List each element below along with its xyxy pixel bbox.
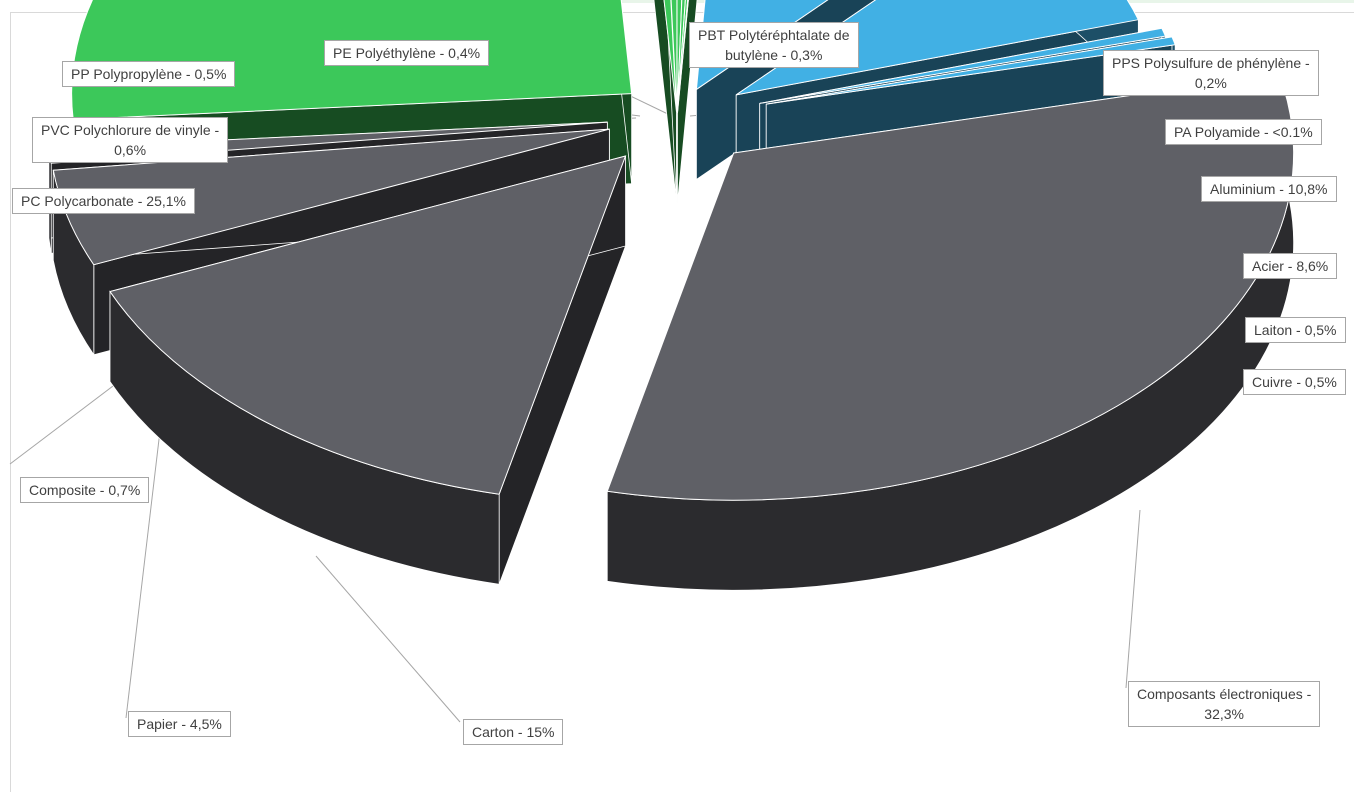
- label-composants-line1: Composants électroniques -: [1137, 686, 1312, 702]
- slice-top-13: [663, 0, 677, 112]
- pie-slice-9: [109, 155, 627, 585]
- leader-line-12: [315, 555, 461, 723]
- label-acier: Acier - 8,6%: [1243, 253, 1338, 279]
- slice-top-3: [676, 0, 689, 114]
- label-cuivre: Cuivre - 0,5%: [1243, 369, 1346, 395]
- slice-top-5: [735, 0, 1140, 96]
- slice-top-9: [109, 155, 627, 495]
- label-pps-line1: PPS Polysulfure de phénylène -: [1112, 55, 1310, 71]
- label-papier: Papier - 4,5%: [128, 711, 231, 737]
- label-pbt-line2: butylène - 0,3%: [725, 47, 823, 63]
- pie-chart-3d: [9, 0, 1295, 723]
- label-pps: PPS Polysulfure de phénylène - 0,2%: [1103, 50, 1319, 96]
- label-composite: Composite - 0,7%: [20, 477, 150, 503]
- slice-wall-13-1: [665, 0, 677, 202]
- label-pps-line2: 0,2%: [1194, 75, 1227, 91]
- label-laiton: Laiton - 0,5%: [1245, 317, 1346, 343]
- label-pe: PE Polyéthylène - 0,4%: [324, 40, 490, 66]
- slice-top-8: [606, 73, 1295, 501]
- leader-line-13: [125, 413, 163, 719]
- label-carton: Carton - 15%: [463, 719, 564, 745]
- label-composants: Composants électroniques - 32,3%: [1128, 681, 1321, 727]
- leader-line-11: [1125, 509, 1141, 689]
- label-pvc: PVC Polychlorure de vinyle - 0,6%: [32, 117, 229, 163]
- pie-slice-8: [606, 73, 1295, 591]
- slice-top-10: [52, 128, 610, 266]
- label-pbt-line1: PBT Polytéréphtalate de: [698, 27, 850, 43]
- pie-slice-13: [653, 0, 677, 202]
- label-composants-line2: 32,3%: [1204, 706, 1244, 722]
- label-pvc-line1: PVC Polychlorure de vinyle -: [41, 122, 220, 138]
- slice-top-7: [766, 36, 1176, 105]
- label-pa: PA Polyamide - <0.1%: [1165, 119, 1322, 145]
- label-pvc-line2: 0,6%: [114, 142, 147, 158]
- label-pc: PC Polycarbonate - 25,1%: [12, 188, 195, 214]
- label-pbt: PBT Polytéréphtalate de butylène - 0,3%: [689, 22, 859, 68]
- label-aluminium: Aluminium - 10,8%: [1201, 176, 1337, 202]
- label-pp: PP Polypropylène - 0,5%: [62, 61, 236, 87]
- slice-top-6: [759, 27, 1167, 104]
